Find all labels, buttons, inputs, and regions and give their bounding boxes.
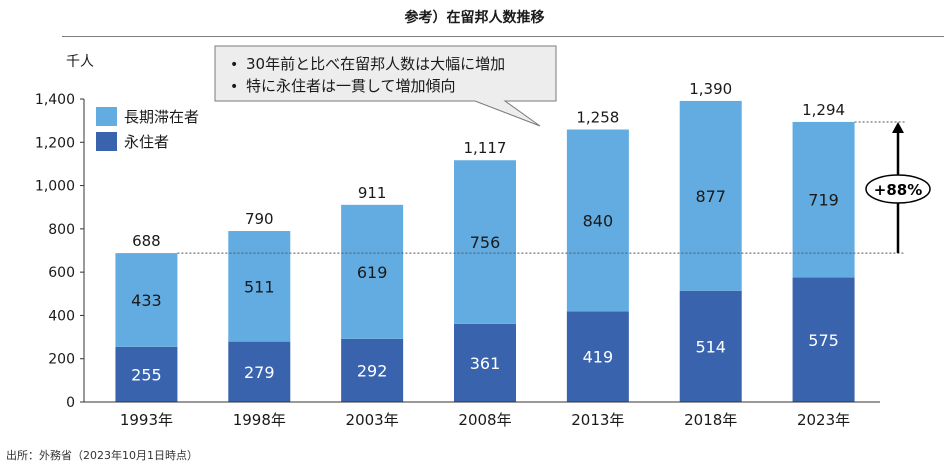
x-tick-label: 2008年 <box>458 411 511 429</box>
bar-long-term-2003年 <box>341 204 404 339</box>
total-label: 1,390 <box>689 80 732 98</box>
y-tick-label: 400 <box>48 308 75 324</box>
y-tick-label: 800 <box>48 222 75 238</box>
total-label: 1,117 <box>464 139 507 157</box>
callout-bullet: • <box>230 79 238 95</box>
y-tick-label: 1,000 <box>35 179 75 195</box>
bar-long-term-1993年 <box>115 253 178 347</box>
source-note: 出所：外務省（2023年10月1日時点） <box>6 449 198 462</box>
data-label-permanent: 279 <box>244 363 275 382</box>
growth-label: +88% <box>874 181 922 199</box>
growth-badge <box>865 174 931 204</box>
y-tick-label: 0 <box>66 395 75 411</box>
bar-long-term-2013年 <box>566 129 629 312</box>
bar-permanent-2008年 <box>454 323 516 402</box>
bar-permanent-2013年 <box>566 311 629 402</box>
x-tick-label: 2003年 <box>346 411 399 429</box>
total-label: 688 <box>132 232 161 250</box>
x-tick-label: 1998年 <box>233 411 286 429</box>
legend-swatch <box>96 107 117 126</box>
data-label-permanent: 419 <box>583 348 614 367</box>
x-tick-label: 2023年 <box>797 411 850 429</box>
legend-label: 永住者 <box>124 133 169 151</box>
y-tick-label: 200 <box>48 352 75 368</box>
page-title: 参考）在留邦人数推移 <box>404 10 545 26</box>
bar-long-term-2023年 <box>792 121 855 278</box>
bar-long-term-1998年 <box>228 231 291 342</box>
bar-permanent-1993年 <box>115 346 178 402</box>
bar-long-term-2018年 <box>679 100 742 291</box>
bar-permanent-1998年 <box>228 341 291 402</box>
x-tick-label: 2018年 <box>684 411 737 429</box>
total-label: 911 <box>358 184 387 202</box>
y-tick-label: 1,400 <box>35 92 75 108</box>
data-label-permanent: 255 <box>131 365 162 384</box>
bar-permanent-2018年 <box>679 290 742 402</box>
bar-permanent-2023年 <box>792 277 855 402</box>
growth-arrow-head <box>892 121 904 133</box>
callout-box <box>214 45 557 127</box>
title-divider <box>62 36 944 37</box>
data-label-long-term: 511 <box>244 277 275 296</box>
y-axis-label: 千人 <box>66 54 94 70</box>
data-label-long-term: 619 <box>357 263 388 282</box>
data-label-long-term: 719 <box>808 191 839 210</box>
y-tick-label: 1,200 <box>35 135 75 151</box>
total-label: 790 <box>245 210 274 228</box>
data-label-permanent: 575 <box>808 331 839 350</box>
legend-swatch <box>96 132 117 151</box>
data-label-long-term: 756 <box>470 233 501 252</box>
data-label-long-term: 877 <box>695 187 726 206</box>
bar-permanent-2003年 <box>341 338 404 402</box>
callout-bullet: • <box>230 57 238 73</box>
y-tick-label: 600 <box>48 265 75 281</box>
bar-long-term-2008年 <box>454 160 516 324</box>
callout-text: 特に永住者は一貫して増加傾向 <box>246 77 456 95</box>
data-label-long-term: 433 <box>131 291 162 310</box>
total-label: 1,294 <box>802 101 845 119</box>
data-label-permanent: 361 <box>470 354 501 373</box>
data-label-long-term: 840 <box>583 211 614 230</box>
callout-text: 30年前と比べ在留邦人数は大幅に増加 <box>246 55 505 73</box>
total-label: 1,258 <box>576 109 619 127</box>
data-label-permanent: 292 <box>357 361 388 380</box>
x-tick-label: 1993年 <box>120 411 173 429</box>
data-label-permanent: 514 <box>695 337 726 356</box>
x-tick-label: 2013年 <box>571 411 624 429</box>
legend-label: 長期滞在者 <box>124 108 199 126</box>
